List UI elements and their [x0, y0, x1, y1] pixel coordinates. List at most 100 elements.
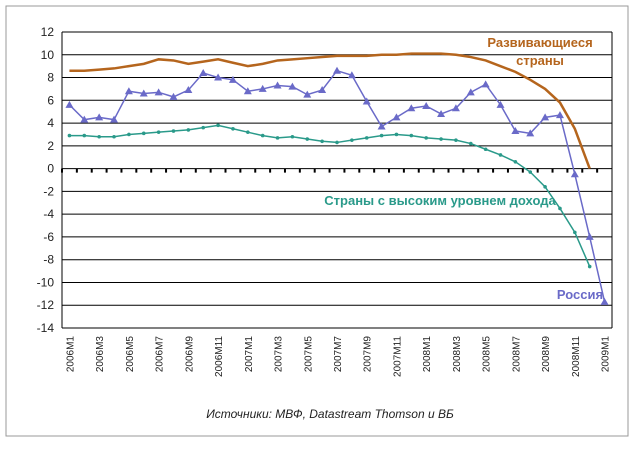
point-marker [231, 126, 235, 131]
x-tick-label: 2007M11 [392, 336, 403, 377]
point-marker [171, 129, 176, 133]
point-marker [362, 97, 371, 105]
point-marker [585, 232, 594, 240]
point-marker [483, 147, 488, 152]
point-marker [124, 87, 133, 95]
x-tick-label: 2007M3 [274, 336, 285, 373]
point-marker [392, 113, 401, 121]
point-marker [95, 113, 104, 121]
point-marker [305, 137, 310, 141]
point-marker [156, 130, 161, 134]
y-tick-label: -6 [43, 230, 54, 244]
frame-border [5, 5, 629, 437]
x-tick-label: 2006M11 [214, 336, 225, 377]
x-tick-label: 2007M7 [333, 336, 344, 373]
point-marker [214, 73, 223, 81]
point-marker [67, 133, 72, 138]
point-marker [528, 170, 533, 174]
point-marker [587, 264, 592, 269]
x-tick-label: 2007M5 [303, 336, 314, 373]
point-marker [466, 88, 475, 96]
point-marker [141, 131, 146, 136]
point-marker [600, 297, 609, 305]
point-marker [80, 115, 89, 123]
point-marker [407, 104, 416, 112]
point-marker [127, 132, 131, 137]
point-marker [379, 133, 384, 138]
point-marker [303, 90, 312, 98]
point-marker [154, 88, 163, 96]
point-marker [394, 132, 399, 137]
y-tick-label: 10 [41, 48, 55, 62]
point-marker [451, 104, 460, 112]
point-marker [333, 66, 341, 74]
point-marker [260, 133, 265, 138]
y-tick-label: -12 [37, 298, 55, 312]
x-tick-label: 2008M1 [422, 336, 433, 373]
x-tick-label: 2006M5 [125, 336, 136, 373]
point-marker [422, 102, 431, 109]
y-tick-label: -4 [43, 207, 54, 221]
point-marker [496, 100, 505, 108]
point-marker [246, 130, 250, 134]
point-marker [543, 185, 547, 189]
y-tick-label: -10 [37, 275, 55, 289]
series-label: Развивающиеся страны [487, 35, 593, 68]
point-marker [169, 92, 178, 100]
point-marker [498, 153, 503, 157]
point-marker [573, 230, 577, 235]
point-marker [555, 111, 564, 119]
point-marker [513, 159, 518, 164]
x-tick-label: 2006M7 [155, 336, 166, 373]
point-marker [439, 137, 443, 141]
point-marker [273, 81, 282, 89]
point-marker [139, 89, 148, 97]
series-label: Россия [556, 287, 604, 302]
x-tick-label: 2006M3 [95, 336, 106, 373]
point-marker [318, 86, 327, 94]
series-line [69, 124, 591, 267]
x-tick-label: 2009M1 [601, 336, 612, 373]
point-marker [558, 206, 562, 211]
y-tick-label: -8 [43, 253, 54, 267]
point-marker [97, 134, 101, 139]
x-tick-label: 2006M1 [65, 336, 76, 373]
y-tick-label: 12 [41, 25, 55, 39]
series-label: Страны с высоким уровнем дохода [324, 193, 556, 208]
point-marker [201, 125, 206, 130]
y-tick-label: 8 [47, 71, 54, 85]
point-marker [216, 123, 220, 128]
point-marker [186, 128, 191, 132]
point-marker [541, 113, 550, 121]
point-marker [228, 75, 237, 83]
y-tick-label: 4 [47, 116, 54, 130]
point-marker [468, 141, 473, 146]
point-marker [377, 122, 386, 130]
source-note: Источники: МВФ, Datastream Thomson и ВБ [206, 407, 454, 421]
point-marker [424, 136, 428, 140]
point-marker [511, 127, 520, 135]
point-marker [184, 86, 193, 94]
point-marker [437, 109, 446, 117]
y-tick-label: -2 [43, 184, 54, 198]
point-marker [65, 100, 74, 108]
point-marker [335, 140, 339, 145]
point-marker [290, 134, 295, 139]
point-marker [347, 71, 356, 79]
y-tick-label: 6 [47, 93, 54, 107]
series-line [69, 52, 591, 170]
point-marker [82, 133, 87, 138]
point-marker [258, 84, 267, 92]
y-tick-label: 0 [47, 162, 54, 176]
x-tick-label: 2008M9 [541, 336, 552, 373]
x-tick-label: 2008M11 [571, 336, 582, 377]
point-marker [288, 82, 297, 90]
point-marker [481, 80, 490, 88]
point-marker [110, 115, 119, 123]
point-marker [320, 139, 324, 144]
point-marker [570, 170, 579, 178]
x-tick-label: 2007M1 [244, 336, 255, 373]
point-marker [350, 138, 354, 142]
